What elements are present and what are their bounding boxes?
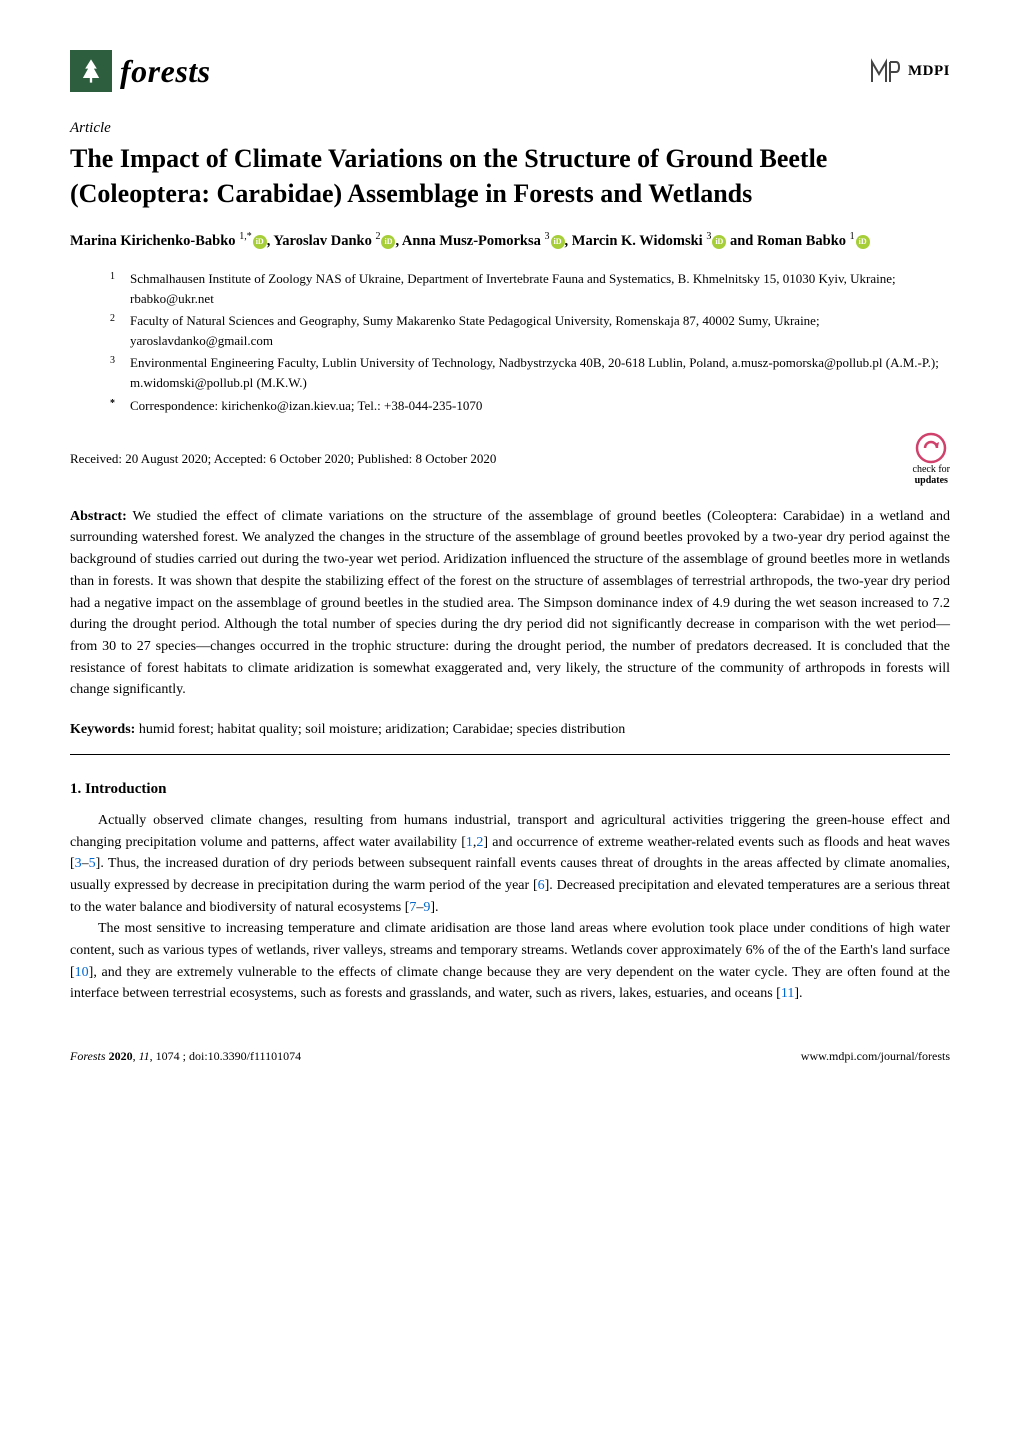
article-type: Article [70, 120, 950, 137]
check-updates-line1: check for [913, 464, 950, 475]
abstract-label: Abstract: [70, 509, 127, 524]
orcid-icon[interactable] [551, 235, 565, 249]
author-affil-marker: 3 [706, 231, 711, 242]
author-name: Yaroslav Danko [273, 233, 371, 249]
keywords-label: Keywords: [70, 722, 135, 737]
journal-name: forests [120, 53, 211, 90]
section-heading: 1. Introduction [70, 781, 950, 798]
affiliation-row: 2 Faculty of Natural Sciences and Geogra… [110, 311, 950, 351]
text-run: ]. [794, 986, 802, 1001]
citation-link[interactable]: 3 [75, 856, 82, 871]
paragraph: The most sensitive to increasing tempera… [70, 918, 950, 1005]
mdpi-icon [868, 54, 902, 88]
keywords-text: humid forest; habitat quality; soil mois… [139, 722, 625, 737]
citation-link[interactable]: 6 [538, 878, 545, 893]
orcid-icon[interactable] [381, 235, 395, 249]
correspondence-row: * Correspondence: kirichenko@izan.kiev.u… [110, 396, 950, 416]
dates-row: Received: 20 August 2020; Accepted: 6 Oc… [70, 432, 950, 486]
citation-link[interactable]: 1 [466, 835, 473, 850]
body-text: Actually observed climate changes, resul… [70, 810, 950, 1005]
author-affil-marker: 2 [375, 231, 380, 242]
forests-tree-icon [70, 50, 112, 92]
affiliation-row: 3 Environmental Engineering Faculty, Lub… [110, 353, 950, 393]
orcid-icon[interactable] [856, 235, 870, 249]
citation-link[interactable]: 11 [781, 986, 794, 1001]
orcid-icon[interactable] [253, 235, 267, 249]
correspondence-marker: * [110, 396, 130, 416]
affil-text: Faculty of Natural Sciences and Geograph… [130, 311, 950, 351]
check-updates-line2: updates [915, 475, 948, 486]
abstract-text: We studied the effect of climate variati… [70, 509, 950, 698]
author-name: Marcin K. Widomski [572, 233, 703, 249]
text-run: ], and they are extremely vulnerable to … [70, 965, 950, 1002]
paragraph: Actually observed climate changes, resul… [70, 810, 950, 918]
abstract-block: Abstract: We studied the effect of clima… [70, 506, 950, 701]
affiliation-row: 1 Schmalhausen Institute of Zoology NAS … [110, 269, 950, 309]
publication-dates: Received: 20 August 2020; Accepted: 6 Oc… [70, 451, 496, 467]
check-updates-badge[interactable]: check for updates [913, 432, 950, 486]
affil-text: Environmental Engineering Faculty, Lubli… [130, 353, 950, 393]
author-name: Marina Kirichenko-Babko [70, 233, 236, 249]
article-title: The Impact of Climate Variations on the … [70, 141, 950, 211]
check-updates-icon [915, 432, 947, 464]
publisher-name: MDPI [908, 63, 950, 80]
affil-num: 1 [110, 269, 130, 309]
footer-url: www.mdpi.com/journal/forests [801, 1049, 950, 1064]
correspondence-text: Correspondence: kirichenko@izan.kiev.ua;… [130, 396, 482, 416]
authors-list: Marina Kirichenko-Babko 1,*, Yaroslav Da… [70, 229, 950, 253]
affil-text: Schmalhausen Institute of Zoology NAS of… [130, 269, 950, 309]
author-affil-marker: 1, [239, 231, 247, 242]
author-name: Roman Babko [757, 233, 846, 249]
author-name: Anna Musz-Pomorksa [402, 233, 541, 249]
text-run: ]. [430, 900, 438, 915]
publisher-logo: MDPI [868, 54, 950, 88]
corresponding-marker: * [247, 231, 252, 242]
footer-citation: Forests 2020, 11, 1074 ; doi:10.3390/f11… [70, 1049, 301, 1064]
affiliations-block: 1 Schmalhausen Institute of Zoology NAS … [110, 269, 950, 416]
header-bar: forests MDPI [70, 50, 950, 92]
orcid-icon[interactable] [712, 235, 726, 249]
journal-logo: forests [70, 50, 211, 92]
citation-link[interactable]: 10 [75, 965, 89, 980]
keywords-block: Keywords: humid forest; habitat quality;… [70, 719, 950, 740]
author-affil-marker: 3 [545, 231, 550, 242]
citation-link[interactable]: 5 [89, 856, 96, 871]
affil-num: 3 [110, 353, 130, 393]
page-footer: Forests 2020, 11, 1074 ; doi:10.3390/f11… [70, 1049, 950, 1064]
affil-num: 2 [110, 311, 130, 351]
text-run: – [82, 856, 89, 871]
divider [70, 754, 950, 755]
author-affil-marker: 1 [850, 231, 855, 242]
